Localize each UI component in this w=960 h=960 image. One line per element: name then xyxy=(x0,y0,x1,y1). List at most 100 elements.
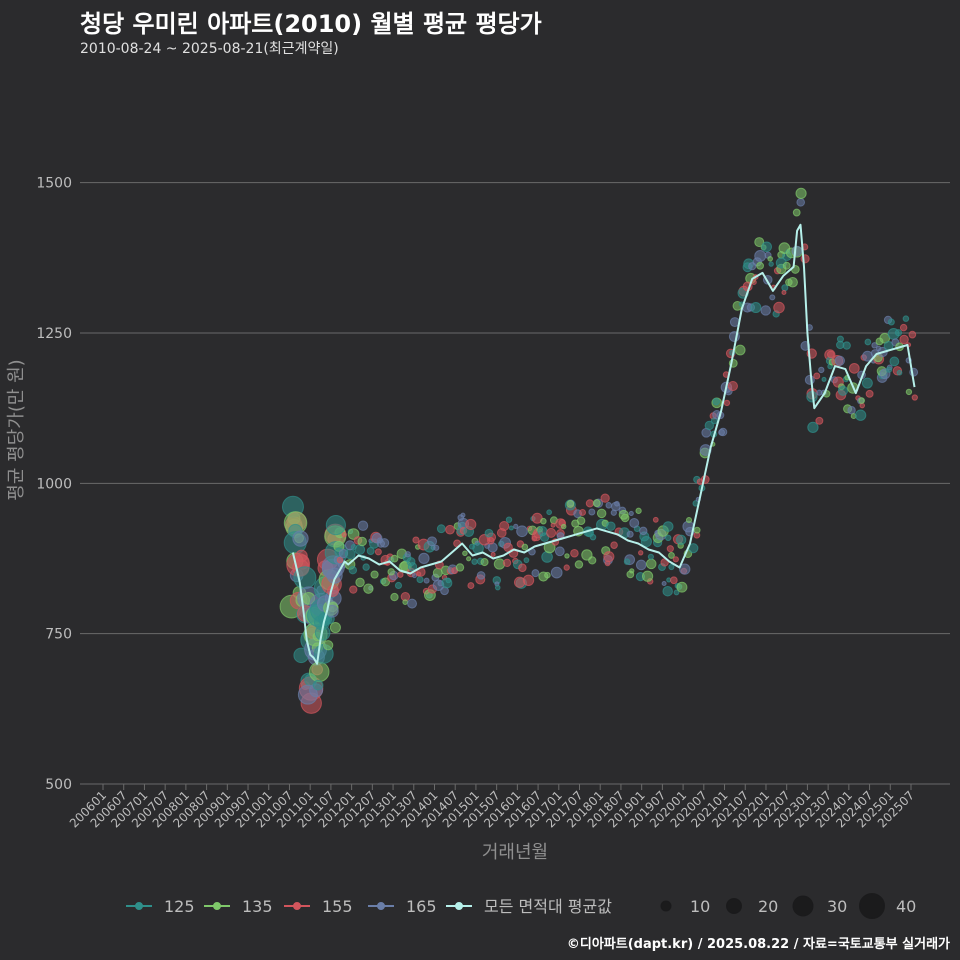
scatter-point xyxy=(404,551,411,558)
scatter-point xyxy=(494,584,501,591)
legend-size-label: 10 xyxy=(690,897,710,916)
legend-label: 155 xyxy=(322,897,353,916)
scatter-point xyxy=(662,585,673,597)
scatter-point xyxy=(761,241,773,253)
scatter-point xyxy=(679,563,691,575)
scatter-point xyxy=(312,679,324,691)
y-tick-label: 1250 xyxy=(36,326,72,342)
scatter-point xyxy=(592,499,601,508)
legend-size-circle xyxy=(792,895,814,917)
scatter-point xyxy=(773,301,785,314)
scatter-point xyxy=(818,366,825,374)
scatter-point xyxy=(374,548,382,556)
scatter-point xyxy=(756,261,764,270)
scatter-point xyxy=(760,305,771,316)
scatter-point xyxy=(652,516,659,523)
scatter-point xyxy=(402,599,409,605)
scatter-point xyxy=(754,250,767,262)
scatter-point xyxy=(871,342,878,349)
scatter-point xyxy=(390,592,399,602)
scatter-point xyxy=(357,520,369,531)
scatter-point xyxy=(418,552,430,565)
scatter-point xyxy=(518,563,527,573)
scatter-point xyxy=(357,536,367,547)
scatter-point xyxy=(585,499,594,508)
scatter-point xyxy=(476,571,486,580)
average-line xyxy=(291,223,916,665)
scatter-point xyxy=(781,284,789,292)
y-tick-label: 750 xyxy=(45,627,72,643)
scatter-point xyxy=(885,366,893,373)
scatter-point xyxy=(362,563,370,571)
legend-dot xyxy=(455,902,463,910)
scatter-point xyxy=(620,513,630,523)
scatter-point xyxy=(502,558,512,568)
scatter-point xyxy=(727,380,738,392)
scatter-point xyxy=(834,355,845,366)
legend-size-circle xyxy=(859,893,885,919)
scatter-point xyxy=(668,551,675,559)
legend-dot xyxy=(213,902,221,910)
scatter-point xyxy=(791,245,803,257)
scatter-point xyxy=(354,544,366,555)
scatter-point xyxy=(349,585,358,594)
scatter-point xyxy=(523,557,530,564)
legend-label: 125 xyxy=(164,897,195,916)
y-tick-label: 500 xyxy=(45,777,72,793)
scatter-point xyxy=(466,556,472,562)
scatter-point xyxy=(579,509,586,516)
scatter-point xyxy=(574,560,584,569)
scatter-point xyxy=(807,421,819,434)
y-tick-label: 1500 xyxy=(36,176,72,192)
scatter-point xyxy=(669,576,678,585)
scatter-point xyxy=(894,329,903,337)
scatter-point xyxy=(370,570,379,579)
scatter-point xyxy=(433,544,440,551)
scatter-point xyxy=(899,334,909,345)
legend: 125 135 155 165 모든 면적대 평균값 10 20 30 40 xyxy=(126,893,916,919)
scatter-point xyxy=(685,517,693,524)
scatter-point xyxy=(471,558,478,565)
scatter-layer xyxy=(279,187,919,714)
scatter-point xyxy=(462,550,468,557)
scatter-point xyxy=(596,508,607,519)
scatter-point xyxy=(460,512,466,518)
scatter-point xyxy=(661,580,667,587)
scatter-point xyxy=(394,581,403,590)
scatter-point xyxy=(588,508,596,516)
scatter-point xyxy=(668,563,675,571)
scatter-point xyxy=(767,256,773,262)
scatter-point xyxy=(647,553,654,560)
scatter-point xyxy=(387,568,395,576)
scatter-point xyxy=(445,524,455,535)
scatter-point xyxy=(341,531,347,538)
average-line-layer xyxy=(291,223,916,665)
scatter-point xyxy=(861,377,873,389)
scatter-point xyxy=(531,569,540,578)
x-axis-label: 거래년월 xyxy=(482,842,548,863)
scatter-point xyxy=(325,515,346,536)
legend-size-circle xyxy=(726,898,742,914)
scatter-point xyxy=(623,558,631,565)
scatter-point xyxy=(635,559,647,571)
scatter-point xyxy=(792,208,801,217)
scatter-point xyxy=(397,571,404,578)
scatter-point xyxy=(455,563,465,572)
scatter-point xyxy=(550,522,556,528)
legend-size-label: 20 xyxy=(758,897,778,916)
scatter-point xyxy=(465,518,477,531)
scatter-point xyxy=(516,525,528,538)
scatter-point xyxy=(693,526,701,534)
scatter-point xyxy=(768,261,774,267)
scatter-point xyxy=(854,409,867,421)
scatter-point xyxy=(769,294,776,301)
scatter-point xyxy=(723,399,731,407)
scatter-point xyxy=(610,541,618,549)
scatter-point xyxy=(837,385,849,396)
scatter-point xyxy=(821,376,827,382)
scatter-point xyxy=(865,389,874,398)
y-axis-label: 평균 평당가(만 원) xyxy=(6,359,27,500)
scatter-point xyxy=(427,536,438,547)
scatter-point xyxy=(718,427,728,437)
